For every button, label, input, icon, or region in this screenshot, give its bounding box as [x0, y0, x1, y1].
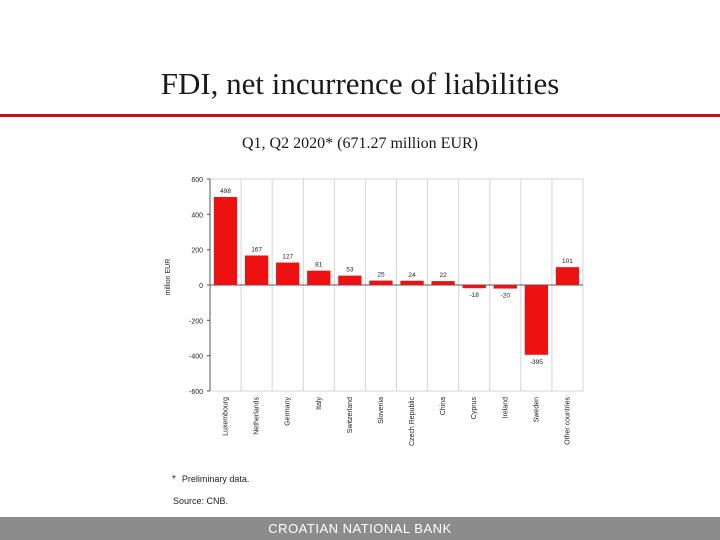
- y-axis-label: million EUR: [165, 259, 172, 296]
- chart-data-labels: 498 167 127 81 53 25 24 22 -18 -20 -395 101: [220, 188, 573, 366]
- source-note: Source: CNB.: [173, 496, 229, 506]
- y-tick-label: 400: [191, 212, 203, 219]
- data-label: 22: [440, 272, 448, 279]
- x-tick-label: Luxembourg: [223, 397, 230, 436]
- footnote-bullet: *: [172, 474, 176, 485]
- chart-bars: [213, 197, 580, 355]
- y-tick-label: 600: [191, 177, 203, 184]
- bar-chart: 498 167 127 81 53 25 24 22 -18 -20 -395 101 600 400 2…: [165, 177, 584, 446]
- bar: [493, 285, 517, 289]
- footnote-text: Preliminary data.: [181, 474, 250, 484]
- data-label: 167: [251, 246, 262, 253]
- data-label: -18: [470, 292, 480, 299]
- data-label: 498: [220, 188, 231, 195]
- bar: [276, 262, 300, 285]
- bar: [307, 270, 331, 285]
- bar: [400, 280, 424, 285]
- data-label: -395: [530, 359, 543, 366]
- y-tick-label: -200: [189, 318, 203, 325]
- y-tick-label: -600: [189, 389, 203, 396]
- y-tick-label: 200: [191, 248, 203, 255]
- y-tick-label: 0: [199, 283, 203, 290]
- data-label: 101: [562, 258, 573, 265]
- chart-axes: [207, 178, 584, 392]
- bar: [213, 197, 238, 285]
- bar: [244, 255, 269, 285]
- chart-subtitle: Q1, Q2 2020* (671.27 million EUR): [242, 135, 478, 152]
- bar: [524, 285, 549, 355]
- data-label: -20: [501, 293, 511, 300]
- x-tick-label: Czech Republic: [409, 397, 416, 447]
- x-tick-label: Other countries: [564, 397, 571, 445]
- bar: [431, 281, 455, 285]
- data-label: 25: [377, 272, 385, 279]
- data-label: 81: [315, 262, 323, 269]
- data-label: 127: [282, 254, 293, 261]
- page-title: FDI, net incurrence of liabilities: [160, 66, 560, 101]
- x-tick-label: China: [440, 397, 447, 415]
- x-tick-label: Sweden: [533, 397, 540, 422]
- y-tick-label: -400: [189, 354, 203, 361]
- data-label: 53: [346, 267, 354, 274]
- x-tick-label: Italy: [316, 397, 323, 410]
- x-tick-label: Ireland: [502, 397, 509, 419]
- x-tick-label: Netherlands: [254, 397, 261, 435]
- data-label: 24: [408, 272, 416, 279]
- bar: [462, 285, 486, 289]
- x-tick-label: Slovenia: [378, 397, 385, 424]
- chart-tick-labels: 600 400 200 0 -200 -400 -600 Luxembourg Netherla…: [189, 177, 571, 446]
- title-divider: [0, 114, 720, 117]
- footnote: * Preliminary data.: [172, 474, 249, 485]
- x-tick-label: Switzerland: [347, 397, 354, 433]
- bar: [555, 267, 580, 285]
- x-tick-label: Cyprus: [471, 397, 478, 420]
- footer-bar: CROATIAN NATIONAL BANK: [0, 517, 720, 540]
- x-tick-label: Germany: [285, 397, 292, 426]
- bar: [338, 275, 362, 285]
- bar: [369, 280, 393, 285]
